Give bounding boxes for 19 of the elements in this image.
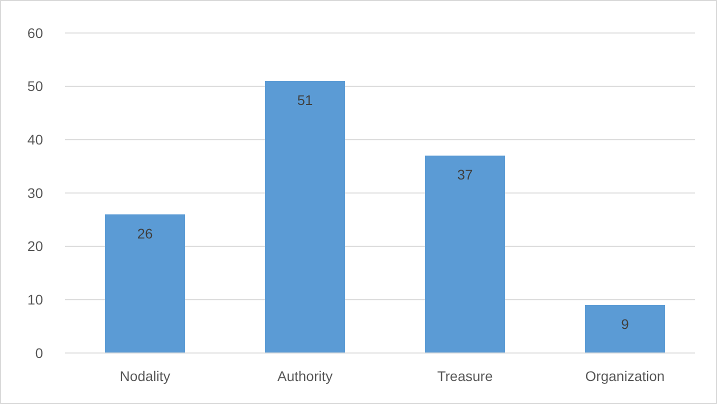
y-tick-label: 60 bbox=[27, 24, 44, 41]
x-tick-label: Treasure bbox=[437, 368, 493, 384]
y-tick-label: 20 bbox=[27, 238, 44, 254]
data-label: 51 bbox=[297, 92, 313, 108]
x-tick-label: Organization bbox=[585, 368, 665, 384]
y-tick-label: 0 bbox=[35, 344, 44, 361]
data-label: 9 bbox=[621, 316, 630, 332]
bar bbox=[105, 214, 185, 353]
y-tick-label: 30 bbox=[27, 184, 44, 201]
data-label: 26 bbox=[137, 225, 153, 242]
x-tick-label: Nodality bbox=[120, 368, 170, 384]
bar bbox=[585, 305, 665, 353]
bar bbox=[265, 81, 345, 353]
x-tick-label: Authority bbox=[277, 368, 333, 384]
y-tick-label: 50 bbox=[27, 78, 44, 94]
data-label: 37 bbox=[457, 166, 473, 183]
y-tick-label: 40 bbox=[27, 132, 44, 148]
bar bbox=[425, 156, 505, 353]
y-tick-label: 10 bbox=[27, 292, 44, 308]
